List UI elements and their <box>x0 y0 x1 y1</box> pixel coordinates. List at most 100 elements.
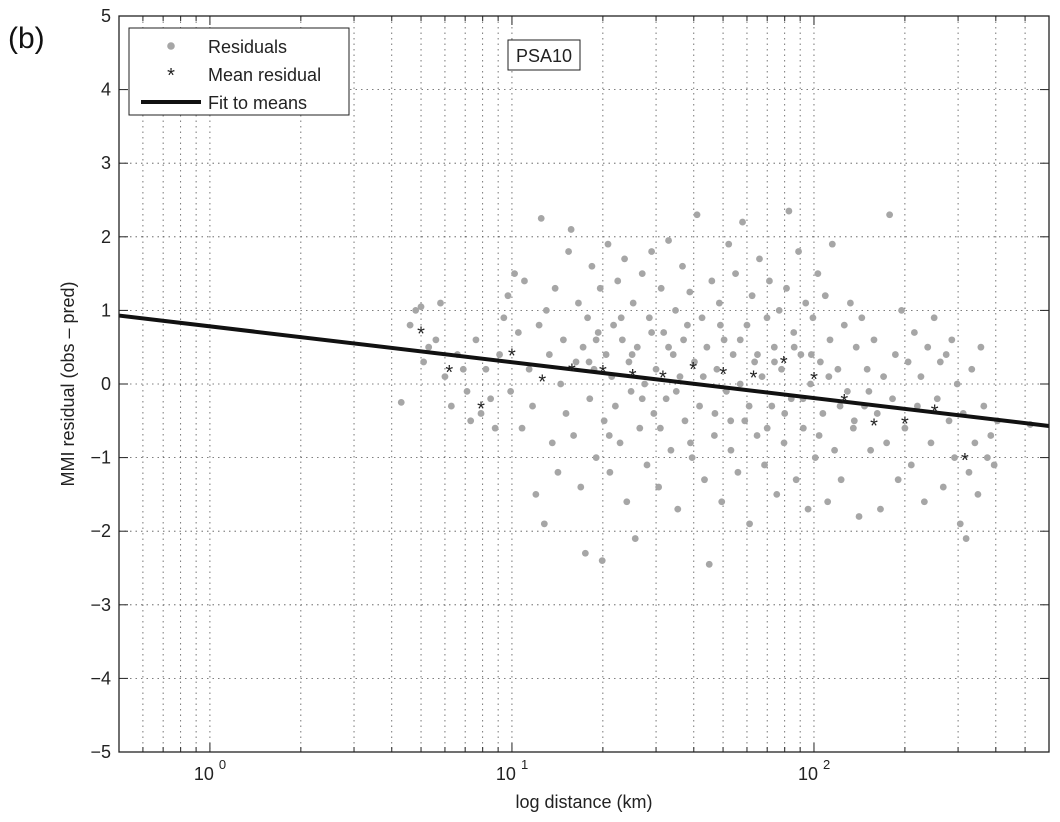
residual-point <box>809 314 817 322</box>
residual-point <box>585 358 593 366</box>
residual-point <box>691 358 698 366</box>
residual-point <box>669 351 677 358</box>
residual-point <box>584 314 591 322</box>
y-tick-label: 3 <box>101 153 111 173</box>
residual-point <box>980 402 988 410</box>
residual-point <box>836 402 844 410</box>
residual-point <box>824 498 832 506</box>
residual-point <box>570 432 577 439</box>
residual-point <box>662 395 670 403</box>
residual-point <box>602 351 610 358</box>
residual-point <box>684 321 691 329</box>
residual-point <box>729 351 737 358</box>
residual-point <box>710 432 718 439</box>
mean-residual-marker: * <box>719 364 727 386</box>
residual-point <box>472 336 480 344</box>
residual-point <box>855 513 863 520</box>
y-tick-label: −4 <box>90 668 111 688</box>
residual-point <box>551 284 559 292</box>
residual-point <box>610 321 617 329</box>
residual-point <box>734 468 742 476</box>
residual-point <box>850 417 858 425</box>
residual-point <box>441 373 449 381</box>
residual-point <box>397 399 405 406</box>
residual-point <box>636 424 644 432</box>
residual-point <box>775 307 783 314</box>
residual-point <box>763 314 771 322</box>
residual-point <box>783 284 790 292</box>
residual-point <box>807 380 814 388</box>
fit-line-group <box>118 313 1050 428</box>
residual-point <box>674 505 682 513</box>
residual-point <box>665 343 672 351</box>
residual-point <box>741 417 749 425</box>
residual-point <box>565 248 572 255</box>
annotation-box: PSA10 <box>507 39 581 71</box>
residual-point <box>867 446 875 454</box>
residual-point <box>696 402 703 410</box>
residual-point <box>594 329 602 336</box>
residual-point <box>588 262 596 270</box>
residual-point <box>790 343 798 351</box>
residual-point <box>983 454 991 461</box>
residual-point <box>792 476 800 484</box>
residual-point <box>907 461 915 469</box>
residual-point <box>518 424 526 432</box>
residual-point <box>586 395 594 403</box>
residual-point <box>638 270 646 277</box>
residual-point <box>605 432 613 439</box>
residual-point <box>746 520 753 528</box>
residual-point <box>865 387 873 395</box>
y-tick-label: 5 <box>101 6 111 26</box>
residual-point <box>799 424 807 432</box>
residual-point <box>756 255 763 263</box>
residual-point <box>698 314 706 322</box>
residual-point <box>815 432 823 439</box>
residual-point <box>467 417 475 425</box>
residual-point <box>901 424 909 432</box>
residual-point <box>889 395 896 403</box>
legend: Residuals * Mean residual Fit to means <box>128 27 350 116</box>
residual-point <box>529 402 536 410</box>
residual-point <box>606 468 614 476</box>
residual-point <box>819 410 827 417</box>
legend-mean-marker: * <box>167 65 175 87</box>
residual-point <box>713 365 721 373</box>
mean-residual-marker: * <box>629 366 637 388</box>
residual-point <box>936 358 944 366</box>
legend-residuals-marker <box>167 42 175 50</box>
residual-point <box>987 432 995 439</box>
residual-point <box>645 314 653 322</box>
residual-point <box>977 343 985 351</box>
residual-point <box>521 277 528 285</box>
residual-point <box>559 336 567 344</box>
mean-markers: * * * * * * * * * * * * * * * * * * * <box>417 323 969 472</box>
residual-point <box>913 402 921 410</box>
residual-point <box>828 240 836 248</box>
residual-point <box>766 277 773 285</box>
residual-point <box>511 270 518 277</box>
residual-point <box>604 240 612 248</box>
residual-point <box>883 439 891 447</box>
residual-point <box>447 402 455 410</box>
mean-residual-marker: * <box>689 359 697 381</box>
residual-point <box>699 373 707 381</box>
residual-point <box>894 476 902 484</box>
y-tick-label: 1 <box>101 300 111 320</box>
residual-point <box>770 343 778 351</box>
annotation-text: PSA10 <box>516 46 572 66</box>
residual-point <box>840 321 848 329</box>
residual-point <box>807 351 815 358</box>
x-tick-label-exponent: 1 <box>521 757 528 772</box>
residual-point <box>891 351 899 358</box>
residual-point <box>680 336 687 344</box>
residual-point <box>657 284 665 292</box>
mean-residual-marker: * <box>538 371 546 393</box>
panel-label: (b) <box>8 22 45 55</box>
residual-point <box>753 432 761 439</box>
residual-point <box>877 505 884 513</box>
residual-point <box>904 358 912 366</box>
residual-point <box>715 299 723 307</box>
x-tick-label-exponent: 2 <box>823 757 830 772</box>
residual-point <box>703 343 711 351</box>
